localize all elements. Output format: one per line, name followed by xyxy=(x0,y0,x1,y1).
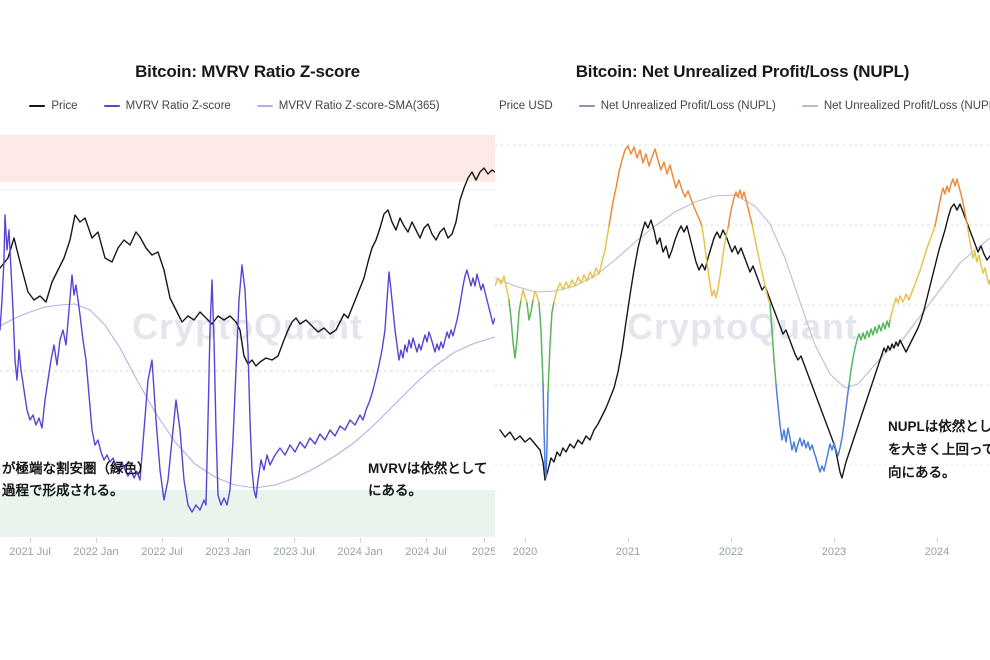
series-net-unrealized-profit-loss-nupl- xyxy=(848,319,891,386)
series-net-unrealized-profit-loss-nupl- xyxy=(526,299,534,321)
series-net-unrealized-profit-loss-nupl- xyxy=(542,381,549,479)
legend-item[interactable]: Price xyxy=(29,100,78,112)
nupl-chart-title: Bitcoin: Net Unrealized Profit/Loss (NUP… xyxy=(575,62,910,81)
series-price xyxy=(0,167,495,367)
legend-item[interactable]: MVRV Ratio Z-score-SMA(365) xyxy=(256,100,440,112)
legend-label: Price xyxy=(51,100,78,112)
x-axis-label: 2025 xyxy=(471,546,495,558)
series-net-unrealized-profit-loss-nupl- xyxy=(889,225,936,321)
series-price-usd xyxy=(499,203,990,481)
legend-label: Net Unrealized Profit/Loss (NUPL) xyxy=(600,100,776,112)
x-axis-label: 2022 xyxy=(718,546,744,558)
nupl-legend: Price USD Net Unrealized Profit/Loss (NUP… xyxy=(495,97,990,115)
series-net-unrealized-profit-loss-nupl- xyxy=(934,178,968,227)
x-axis-tick xyxy=(731,538,732,543)
overvalued-zone xyxy=(0,135,495,182)
mvrv-chart-canvas[interactable] xyxy=(0,135,495,537)
series-net-unrealized-profit-loss-nupl- xyxy=(727,189,753,229)
x-axis-tick xyxy=(228,538,229,543)
series-net-unrealized-profit-loss-nupl- xyxy=(769,303,777,385)
x-axis-label: 2022 Jul xyxy=(141,546,183,558)
series-net-unrealized-profit-loss-nupl- xyxy=(547,301,555,393)
series-net-unrealized-profit-loss-nupl- xyxy=(553,225,610,303)
undervalued-zone xyxy=(0,490,495,537)
legend-swatch xyxy=(578,105,595,107)
series-net-unrealized-profit-loss-nupl- xyxy=(608,145,703,227)
x-axis-label: 2024 Jul xyxy=(405,546,447,558)
series-net-unrealized-profit-loss-nupl- xyxy=(532,290,540,304)
legend-swatch xyxy=(29,105,46,107)
legend-item[interactable]: Net Unrealized Profit/Loss (NUPL)-SMA( xyxy=(801,100,990,112)
x-axis-label: 2023 Jan xyxy=(205,546,251,558)
nupl-chart-canvas[interactable] xyxy=(495,135,990,537)
legend-swatch xyxy=(801,105,818,107)
x-axis-tick xyxy=(360,538,361,543)
legend-label: Price USD xyxy=(499,100,553,112)
series-net-unrealized-profit-loss-nupl- xyxy=(701,225,729,299)
x-axis-tick xyxy=(162,538,163,543)
legend-item[interactable]: Net Unrealized Profit/Loss (NUPL) xyxy=(578,100,776,112)
x-axis-label: 2021 xyxy=(615,546,641,558)
nupl-chart-panel: Bitcoin: Net Unrealized Profit/Loss (NUP… xyxy=(495,0,990,660)
mvrv-chart-title: Bitcoin: MVRV Ratio Z-score xyxy=(135,62,360,81)
x-axis-tick xyxy=(525,538,526,543)
legend-label: MVRV Ratio Z-score-SMA(365) xyxy=(278,100,440,112)
legend-item[interactable]: Price USD xyxy=(499,100,553,112)
x-axis-label: 2024 xyxy=(924,546,950,558)
legend-item[interactable]: MVRV Ratio Z-score xyxy=(103,100,231,112)
annotation-nupl-status: NUPLは依然とし を大きく上回って 向にある。 xyxy=(888,419,990,480)
x-axis-tick xyxy=(294,538,295,543)
legend-swatch xyxy=(103,105,120,107)
series-mvrv-ratio-z-score xyxy=(0,214,495,513)
x-axis-label: 2022 Jan xyxy=(73,546,119,558)
annotation-mvrv-green-zone: が極端な割安圏（緑色） 過程で形成される。 xyxy=(2,461,151,498)
series-net-unrealized-profit-loss-nupl- xyxy=(775,383,850,473)
series-net-unrealized-profit-loss-nupl- xyxy=(495,275,510,301)
x-axis-label: 2020 xyxy=(512,546,538,558)
x-axis-tick xyxy=(426,538,427,543)
series-mvrv-ratio-z-score-sma-365- xyxy=(0,303,495,489)
series-net-unrealized-profit-loss-nupl- xyxy=(520,289,528,304)
legend-label: Net Unrealized Profit/Loss (NUPL)-SMA( xyxy=(823,100,990,112)
x-axis-label: 2024 Jan xyxy=(337,546,383,558)
x-axis-tick xyxy=(834,538,835,543)
x-axis-tick xyxy=(628,538,629,543)
series-net-unrealized-profit-loss-nupl- xyxy=(508,299,522,359)
annotation-mvrv-status: MVRVは依然として にある。 xyxy=(368,461,488,498)
series-net-unrealized-profit-loss-nupl- xyxy=(966,223,990,285)
x-axis-tick xyxy=(937,538,938,543)
series-net-unrealized-profit-loss-nupl- xyxy=(538,302,544,383)
x-axis-tick xyxy=(30,538,31,543)
x-axis-label: 2021 Jul xyxy=(9,546,51,558)
mvrv-legend: Price MVRV Ratio Z-score MVRV Ratio Z-scor… xyxy=(0,97,495,115)
series-net-unrealized-profit-loss-nupl- xyxy=(751,223,771,305)
mvrv-chart-panel: Bitcoin: MVRV Ratio Z-score Price MVRV Ra… xyxy=(0,62,495,558)
legend-label: MVRV Ratio Z-score xyxy=(125,100,231,112)
series-net-unrealized-profit-loss-nupl-sma xyxy=(495,194,990,389)
x-axis-tick xyxy=(96,538,97,543)
x-axis-label: 2023 Jul xyxy=(273,546,315,558)
x-axis-tick xyxy=(484,538,485,543)
x-axis-label: 2023 xyxy=(821,546,847,558)
legend-swatch xyxy=(256,105,273,107)
